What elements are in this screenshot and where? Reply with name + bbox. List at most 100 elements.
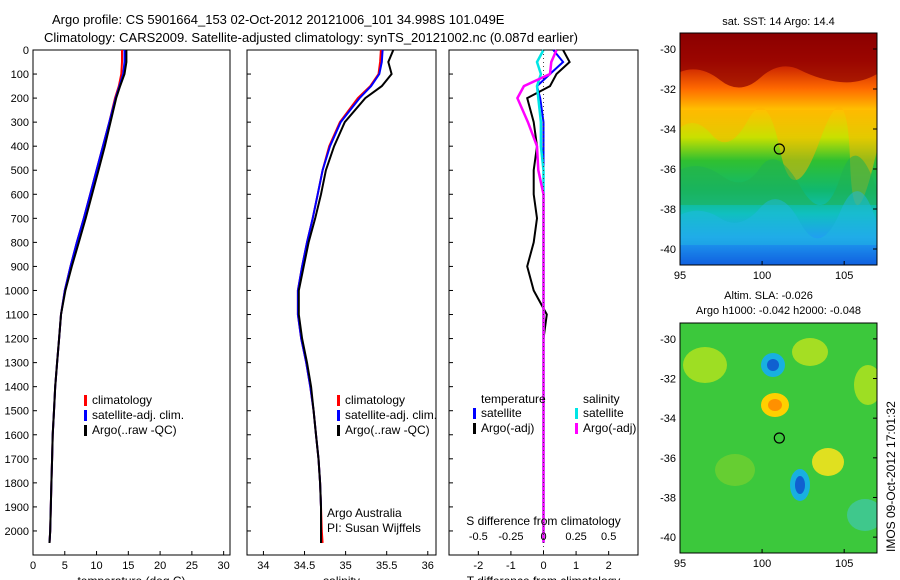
- diff-temp-legend-entry: Argo(-adj): [481, 421, 534, 435]
- temp-legend-swatch: [84, 425, 87, 436]
- x2-axis-label: S difference from climatology: [466, 514, 621, 528]
- figure-title-line1: Argo profile: CS 5901664_153 02-Oct-2012…: [52, 12, 505, 27]
- series-line: [48, 50, 126, 544]
- y-tick-label: 600: [11, 189, 29, 201]
- map-title: sat. SST: 14 Argo: 14.4: [722, 16, 835, 28]
- sal-legend-entry: satellite-adj. clim.: [345, 408, 437, 422]
- y-tick-label: 1900: [5, 502, 29, 514]
- x-tick-label: 35: [339, 560, 351, 572]
- y-tick-label: 400: [11, 141, 29, 153]
- series-line: [526, 49, 571, 543]
- x-tick-label: -1: [506, 560, 516, 572]
- diff-sal-legend-entry: satellite: [583, 406, 624, 420]
- argo-location-marker: [773, 143, 785, 155]
- map-y-tick-label: -36: [660, 164, 676, 176]
- map-y-tick-label: -32: [660, 374, 676, 386]
- temp-legend-swatch: [84, 410, 87, 421]
- map-title-line2: Argo h1000: -0.042 h2000: -0.048: [696, 305, 861, 317]
- map-title-line1: Altim. SLA: -0.026: [724, 290, 813, 302]
- y-tick-label: 1600: [5, 430, 29, 442]
- y-tick-label: 1800: [5, 478, 29, 490]
- map-y-tick-label: -34: [660, 413, 676, 425]
- x-tick-label: 1: [573, 560, 579, 572]
- x-tick-label: 35.5: [376, 560, 397, 572]
- temp-legend-entry: Argo(..raw -QC): [92, 423, 177, 437]
- figure-title-line2: Climatology: CARS2009. Satellite-adjuste…: [44, 30, 579, 45]
- map-y-tick-label: -30: [660, 334, 676, 346]
- y-tick-label: 100: [11, 69, 29, 81]
- x2-tick-label: -0.25: [498, 531, 523, 543]
- x-tick-label: 25: [186, 560, 198, 572]
- y-tick-label: 2000: [5, 526, 29, 538]
- map-x-tick-label: 95: [674, 558, 686, 570]
- sal-legend-swatch: [337, 410, 340, 421]
- diff-sal-legend-entry: Argo(-adj): [583, 421, 636, 435]
- temp-legend-entry: satellite-adj. clim.: [92, 408, 184, 422]
- y-tick-label: 900: [11, 261, 29, 273]
- x-tick-label: 0: [30, 560, 36, 572]
- series-line: [48, 50, 128, 544]
- y-tick-label: 1100: [5, 310, 29, 322]
- y-tick-label: 1200: [5, 334, 29, 346]
- x-tick-label: 15: [122, 560, 134, 572]
- series-line: [297, 49, 395, 543]
- temp-legend-swatch: [84, 395, 87, 406]
- x2-tick-label: 0: [540, 531, 546, 543]
- y-tick-label: 700: [11, 213, 29, 225]
- map-x-tick-label: 105: [835, 270, 853, 282]
- x-axis-label: T difference from climatology: [467, 574, 621, 580]
- x-tick-label: 34: [257, 560, 269, 572]
- x2-tick-label: 0.25: [565, 531, 586, 543]
- map-y-tick-label: -38: [660, 204, 676, 216]
- diff-sal-legend-swatch: [575, 408, 578, 419]
- temperature-plot-frame: [32, 49, 231, 556]
- diff-sal-legend-swatch: [575, 423, 578, 434]
- y-tick-label: 1300: [5, 358, 29, 370]
- x-tick-label: 10: [90, 560, 102, 572]
- y-tick-label: 1700: [5, 454, 29, 466]
- x-axis-label: salinity: [323, 574, 360, 580]
- sal-legend-entry: climatology: [345, 393, 405, 407]
- diff-temp-legend-swatch: [473, 423, 476, 434]
- series-line: [48, 50, 123, 544]
- x-tick-label: 34.5: [294, 560, 315, 572]
- y-tick-label: 1000: [5, 285, 29, 297]
- x2-tick-label: 0.5: [601, 531, 616, 543]
- sal-legend-entry: Argo(..raw -QC): [345, 423, 430, 437]
- diff-legend-head: temperature: [481, 392, 546, 406]
- y-tick-label: 500: [11, 165, 29, 177]
- y-tick-label: 0: [23, 45, 29, 57]
- y-tick-label: 200: [11, 93, 29, 105]
- map-y-tick-label: -38: [660, 492, 676, 504]
- map-x-tick-label: 100: [753, 558, 771, 570]
- temp-legend-entry: climatology: [92, 393, 152, 407]
- sal-legend-swatch: [337, 395, 340, 406]
- map-x-tick-label: 100: [753, 270, 771, 282]
- x-tick-label: 0: [540, 560, 546, 572]
- argo-location-marker: [773, 432, 785, 444]
- map-y-tick-label: -40: [660, 244, 676, 256]
- series-line: [296, 49, 384, 543]
- map-y-tick-label: -34: [660, 124, 676, 136]
- diff-temp-legend-entry: satellite: [481, 406, 522, 420]
- credit-line2: PI: Susan Wijffels: [327, 521, 421, 535]
- x2-tick-label: -0.5: [469, 531, 488, 543]
- map-y-tick-label: -40: [660, 532, 676, 544]
- y-tick-label: 1500: [5, 406, 29, 418]
- diff-temp-legend-swatch: [473, 408, 476, 419]
- map-y-tick-label: -32: [660, 84, 676, 96]
- x-tick-label: -2: [473, 560, 483, 572]
- map-x-tick-label: 95: [674, 270, 686, 282]
- x-tick-label: 20: [154, 560, 166, 572]
- x-tick-label: 2: [606, 560, 612, 572]
- map-y-tick-label: -36: [660, 453, 676, 465]
- x-tick-label: 30: [218, 560, 230, 572]
- salinity-plot-frame: [246, 49, 437, 556]
- diff-legend-head: salinity: [583, 392, 620, 406]
- sla-map: [679, 322, 878, 554]
- map-x-tick-label: 105: [835, 558, 853, 570]
- x-axis-label: temperature (deg C): [77, 574, 185, 580]
- y-tick-label: 300: [11, 117, 29, 129]
- y-tick-label: 800: [11, 237, 29, 249]
